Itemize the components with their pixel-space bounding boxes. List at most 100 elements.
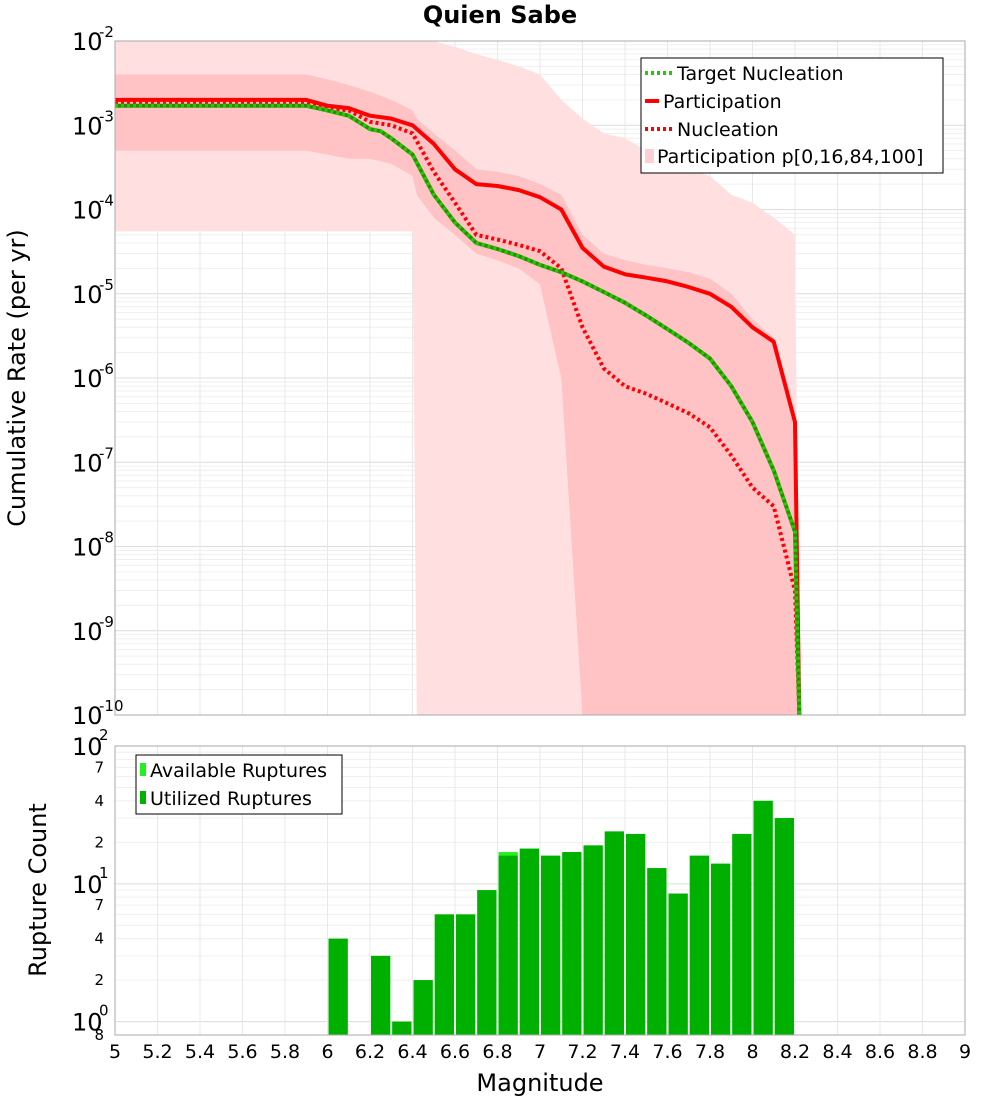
bar-utilized bbox=[774, 818, 794, 1035]
x-tick-label: 7.4 bbox=[610, 1041, 640, 1063]
x-tick-label: 8.6 bbox=[865, 1041, 895, 1063]
count-bars bbox=[328, 800, 794, 1035]
bar-utilized bbox=[519, 848, 539, 1035]
x-tick-label: 9 bbox=[959, 1041, 971, 1063]
rate-y-tick-exponent: -6 bbox=[99, 360, 114, 378]
band-p16-p84 bbox=[115, 74, 800, 715]
bar-utilized bbox=[456, 914, 476, 1035]
x-tick-label: 8 bbox=[746, 1041, 758, 1063]
x-tick-label: 6.8 bbox=[482, 1041, 512, 1063]
x-tick-label: 7 bbox=[534, 1041, 546, 1063]
x-tick-label: 7.8 bbox=[695, 1041, 725, 1063]
count-y-minor-label: 2 bbox=[94, 833, 104, 851]
count-y-minor-label: 4 bbox=[94, 792, 104, 810]
count-y-tick-label: 10 bbox=[72, 871, 103, 899]
bar-utilized bbox=[647, 868, 667, 1035]
count-y-minor-label: 8 bbox=[94, 1026, 104, 1044]
x-tick-label: 6 bbox=[321, 1041, 333, 1063]
count-x-tick-labels: 5 5.2 5.4 5.6 5.8 6 6.2 6.4 6.6 6.8 7 7.2 7.4 7.6 7.8 8… bbox=[109, 1041, 971, 1063]
bar-utilized bbox=[413, 980, 433, 1035]
legend-target-label: Target Nucleation bbox=[676, 63, 844, 85]
rate-y-tick-exponent: -3 bbox=[99, 107, 114, 125]
rate-y-tick-label: 10 bbox=[72, 702, 103, 730]
x-tick-label: 8.8 bbox=[907, 1041, 937, 1063]
count-y-minor-label: 2 bbox=[94, 971, 104, 989]
count-y-tick-label: 10 bbox=[72, 733, 103, 761]
rate-panel: 10-210-310-410-510-610-710-810-910-10 Cu… bbox=[3, 23, 966, 730]
bar-utilized bbox=[562, 852, 582, 1035]
x-tick-label: 6.6 bbox=[440, 1041, 470, 1063]
x-tick-label: 6.2 bbox=[355, 1041, 385, 1063]
count-y-axis-label: Rupture Count bbox=[24, 803, 52, 977]
legend-band-swatch bbox=[645, 149, 654, 163]
x-tick-label: 8.4 bbox=[822, 1041, 852, 1063]
rate-y-tick-label: 10 bbox=[72, 112, 103, 140]
series-target-nucleation-dots bbox=[115, 103, 802, 716]
count-legend-box bbox=[135, 754, 343, 815]
bar-utilized bbox=[541, 855, 561, 1035]
rate-y-tick-label: 10 bbox=[72, 449, 103, 477]
bar-utilized bbox=[689, 855, 709, 1035]
x-tick-label: 5.4 bbox=[185, 1041, 215, 1063]
bar-utilized bbox=[371, 955, 391, 1035]
rate-y-tick-labels: 10-210-310-410-510-610-710-810-910-10 bbox=[72, 23, 124, 730]
participation-bands bbox=[115, 41, 800, 715]
series-participation bbox=[115, 97, 802, 716]
rate-y-tick-exponent: -5 bbox=[99, 276, 114, 294]
legend-band-label: Participation p[0,16,84,100] bbox=[657, 146, 923, 168]
bar-utilized bbox=[328, 938, 348, 1035]
bar-utilized bbox=[626, 833, 646, 1035]
bar-utilized bbox=[711, 863, 731, 1035]
rate-y-tick-exponent: -8 bbox=[99, 529, 114, 547]
x-axis-label: Magnitude bbox=[476, 1069, 603, 1097]
legend-available-swatch bbox=[140, 763, 146, 776]
legend-utilized-label: Utilized Ruptures bbox=[150, 788, 312, 810]
rate-y-tick-exponent: -9 bbox=[99, 613, 114, 631]
rate-plot-frame bbox=[114, 40, 966, 716]
rate-y-tick-exponent: -4 bbox=[99, 192, 114, 210]
rate-y-tick-exponent: -2 bbox=[99, 23, 114, 41]
x-tick-label: 6.4 bbox=[397, 1041, 427, 1063]
legend-participation-label: Participation bbox=[663, 91, 782, 113]
rate-y-tick-label: 10 bbox=[72, 365, 103, 393]
count-y-tick-exponent: 2 bbox=[99, 726, 109, 744]
x-tick-label: 5.2 bbox=[142, 1041, 172, 1063]
legend-nucleation-label: Nucleation bbox=[677, 119, 779, 141]
count-y-minor-label: 7 bbox=[94, 758, 104, 776]
bar-utilized bbox=[392, 1021, 412, 1035]
chart-title: Quien Sabe bbox=[423, 1, 577, 29]
bar-utilized bbox=[498, 855, 518, 1035]
legend-available-label: Available Ruptures bbox=[150, 760, 327, 782]
bar-utilized bbox=[477, 890, 497, 1035]
x-tick-label: 5 bbox=[109, 1041, 121, 1063]
rate-y-tick-label: 10 bbox=[72, 534, 103, 562]
count-y-minor-label: 7 bbox=[94, 896, 104, 914]
count-y-tick-label: 10 bbox=[72, 1009, 103, 1037]
count-y-tick-exponent: 0 bbox=[99, 1002, 109, 1020]
x-tick-label: 7.6 bbox=[652, 1041, 682, 1063]
rate-y-tick-exponent: -7 bbox=[99, 444, 114, 462]
bar-utilized bbox=[434, 914, 454, 1035]
x-tick-label: 5.6 bbox=[227, 1041, 257, 1063]
x-tick-label: 8.2 bbox=[780, 1041, 810, 1063]
rate-legend-box bbox=[640, 57, 944, 174]
rate-y-tick-label: 10 bbox=[72, 618, 103, 646]
x-tick-label: 5.8 bbox=[270, 1041, 300, 1063]
bar-utilized bbox=[753, 800, 773, 1035]
rate-y-axis-label: Cumulative Rate (per yr) bbox=[3, 229, 31, 527]
series-nucleation bbox=[115, 101, 802, 716]
bar-utilized bbox=[604, 831, 624, 1035]
bar-utilized bbox=[732, 833, 752, 1035]
rate-series-lines bbox=[115, 97, 802, 716]
rate-y-tick-exponent: -10 bbox=[99, 697, 124, 715]
legend-utilized-swatch bbox=[140, 791, 146, 804]
count-legend: Available Ruptures Utilized Ruptures bbox=[135, 754, 343, 815]
rate-y-tick-label: 10 bbox=[72, 197, 103, 225]
rate-y-tick-label: 10 bbox=[72, 28, 103, 56]
count-y-minor-label: 4 bbox=[94, 930, 104, 948]
rate-legend: Target Nucleation Participation Nucleati… bbox=[640, 57, 944, 174]
count-plot-frame bbox=[114, 745, 966, 1036]
